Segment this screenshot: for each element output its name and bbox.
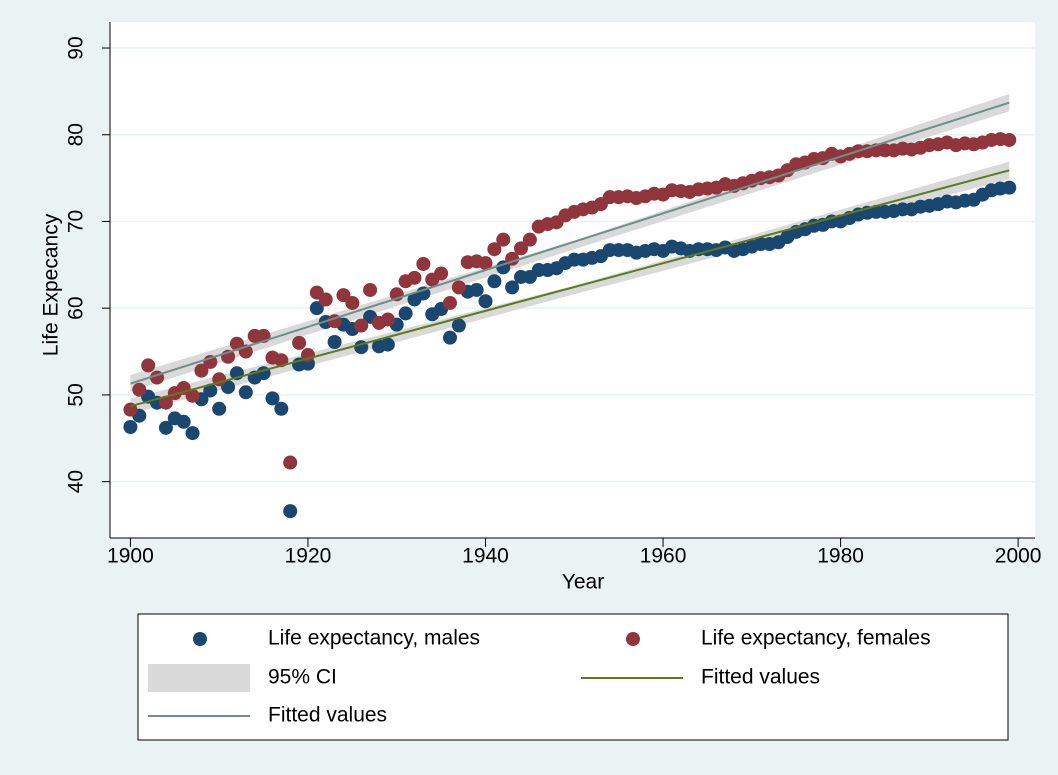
y-tick-label: 50 — [65, 383, 88, 406]
scatter-point — [505, 280, 520, 295]
scatter-point — [514, 241, 529, 256]
scatter-point — [487, 242, 502, 257]
scatter-point — [363, 282, 378, 297]
scatter-point — [132, 382, 147, 397]
legend-label: 95% CI — [268, 666, 337, 689]
y-tick-label: 80 — [65, 123, 88, 146]
legend-symbol — [193, 632, 207, 646]
plot-area — [110, 22, 1035, 538]
x-tick-label: 1900 — [107, 545, 154, 568]
y-tick-label: 90 — [65, 36, 88, 59]
x-axis-title: Year — [562, 571, 604, 594]
scatter-point — [380, 337, 395, 352]
y-axis-title: Life Expecancy — [40, 213, 63, 356]
scatter-point — [522, 232, 537, 247]
scatter-point — [158, 395, 173, 410]
scatter-point — [478, 256, 493, 271]
legend-label: Fitted values — [268, 704, 387, 727]
y-tick-label: 70 — [65, 210, 88, 233]
fit-line — [130, 101, 1010, 385]
scatter-point — [1002, 180, 1017, 195]
scatter-point — [478, 294, 493, 309]
scatter-point — [185, 388, 200, 403]
scatter-point — [212, 401, 227, 416]
scatter-point — [274, 401, 289, 416]
legend-label: Life expectancy, females — [701, 627, 931, 650]
scatter-point — [442, 330, 457, 345]
scatter-point — [265, 391, 280, 406]
scatter-point — [469, 282, 484, 297]
scatter-point — [283, 504, 298, 519]
legend-symbol — [626, 632, 640, 646]
legend — [137, 613, 1009, 741]
scatter-point — [283, 455, 298, 470]
scatter-point — [203, 383, 218, 398]
scatter-point — [238, 385, 253, 400]
scatter-point — [158, 420, 173, 435]
scatter-point — [345, 295, 360, 310]
scatter-point — [194, 363, 209, 378]
scatter-point — [380, 312, 395, 327]
scatter-point — [416, 286, 431, 301]
scatter-point — [496, 232, 511, 247]
scatter-point — [141, 358, 156, 373]
legend-label: Life expectancy, males — [268, 627, 480, 650]
scatter-point — [398, 306, 413, 321]
scatter-point — [185, 426, 200, 441]
y-tick-label: 60 — [65, 297, 88, 320]
scatter-point — [309, 301, 324, 316]
scatter-point — [487, 274, 502, 289]
fit-line — [130, 169, 1010, 408]
scatter-point — [442, 295, 457, 310]
legend-symbol — [148, 664, 250, 692]
x-tick-label: 1920 — [285, 545, 332, 568]
scatter-point — [1002, 132, 1017, 147]
x-tick-label: 2000 — [995, 545, 1042, 568]
scatter-point — [451, 318, 466, 333]
x-tick-label: 1980 — [817, 545, 864, 568]
y-tick-label: 40 — [65, 470, 88, 493]
legend-label: Fitted values — [701, 666, 820, 689]
scatter-point — [327, 335, 342, 350]
scatter-point — [354, 318, 369, 333]
scatter-point — [407, 270, 422, 285]
scatter-point — [416, 256, 431, 271]
x-tick-label: 1960 — [640, 545, 687, 568]
scatter-point — [434, 266, 449, 281]
scatter-point — [292, 335, 307, 350]
scatter-point — [176, 414, 191, 429]
x-tick-label: 1940 — [462, 545, 509, 568]
scatter-point — [123, 419, 138, 434]
scatter-point — [451, 280, 466, 295]
scatter-point — [318, 292, 333, 307]
